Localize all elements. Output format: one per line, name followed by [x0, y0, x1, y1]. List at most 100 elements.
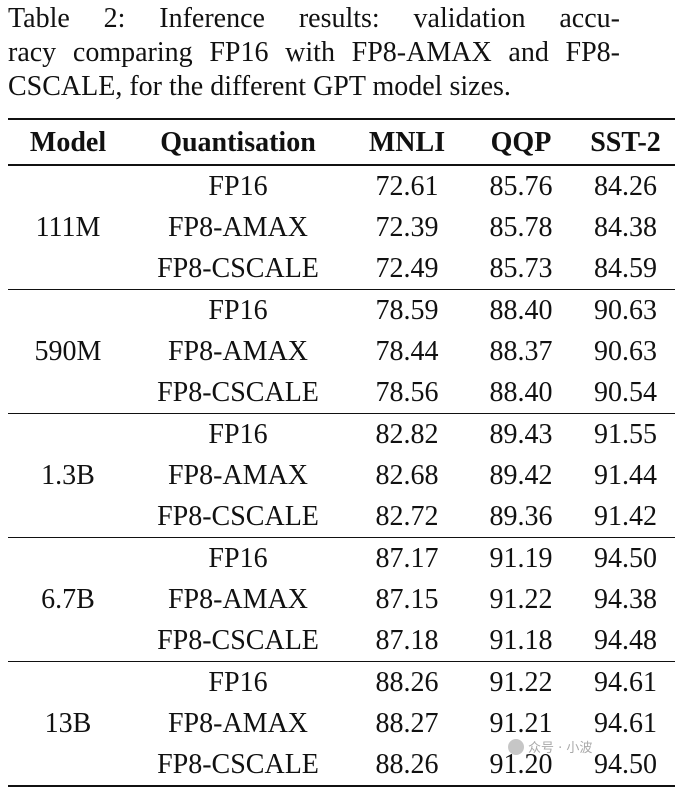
qqp-cell: 89.36 [489, 501, 553, 532]
table-row: 1.3B FP16 82.82 89.43 91.55 [8, 414, 675, 491]
sst2-cell: 90.54 [594, 377, 657, 408]
table-row: 13B FP16 88.26 91.22 94.61 [8, 662, 675, 739]
caption-line-3: CSCALE, for the different GPT model size… [8, 71, 511, 102]
sst2-cell: 91.42 [594, 501, 657, 532]
mnli-cell: 82.72 [375, 501, 439, 532]
table-row: 6.7B FP16 87.17 91.19 94.50 [8, 538, 675, 615]
quantisation-cell: FP16 [208, 171, 268, 202]
model-group: 13B FP16 88.26 91.22 94.61 FP8-AMAX 88.27 91.21… [8, 662, 675, 786]
sst2-cell: 84.26 [594, 171, 657, 202]
mnli-cell: 87.17 [375, 543, 439, 574]
mnli-cell: 78.59 [375, 295, 439, 326]
watermark-text: 众号 · 小波 [528, 741, 593, 756]
sst2-cell: 84.38 [594, 212, 657, 243]
quantisation-cell: FP8-AMAX [167, 584, 309, 615]
quantisation-cell: FP8-CSCALE [157, 749, 319, 780]
qqp-cell: 85.76 [489, 171, 553, 202]
sst2-cell: 94.61 [594, 667, 657, 698]
quantisation-cell: FP8-CSCALE [157, 377, 319, 408]
quantisation-cell: FP16 [208, 419, 268, 450]
model-cell: 590M [34, 336, 102, 367]
header-row: Model Quantisation MNLI QQP SST-2 [8, 119, 675, 165]
quantisation-cell: FP8-AMAX [167, 708, 309, 739]
header-mnli: MNLI [368, 126, 446, 158]
qqp-cell: 88.40 [489, 377, 553, 408]
sst2-cell: 94.50 [594, 749, 657, 780]
qqp-cell: 91.20 [489, 749, 553, 780]
table-caption: Table 2: Inference results: validation a… [8, 2, 620, 104]
mnli-cell: 72.39 [375, 212, 439, 243]
sst2-cell: 90.63 [594, 336, 657, 367]
qqp-cell: 91.22 [489, 667, 553, 698]
qqp-cell: 91.19 [489, 543, 553, 574]
qqp-cell: 85.73 [489, 253, 553, 284]
table-row: FP8-CSCALE 82.72 89.36 91.42 [8, 496, 675, 538]
quantisation-cell: FP8-CSCALE [157, 625, 319, 656]
header-model: Model [29, 126, 107, 158]
quantisation-cell: FP8-AMAX [167, 212, 309, 243]
model-group: 111M FP16 72.61 85.76 84.26 FP8-AMAX 72.39 85.7… [8, 165, 675, 290]
mnli-cell: 87.18 [375, 625, 439, 656]
quantisation-cell: FP16 [208, 295, 268, 326]
table-header: Model Quantisation MNLI QQP SST-2 [8, 119, 675, 165]
qqp-cell: 91.21 [489, 708, 553, 739]
caption-line-1: Table 2: Inference results: validation a… [8, 3, 620, 34]
sst2-cell: 94.61 [594, 708, 657, 739]
table-row: 590M FP16 78.59 88.40 90.63 [8, 290, 675, 367]
quantisation-cell: FP8-CSCALE [157, 501, 319, 532]
mnli-cell: 72.49 [375, 253, 439, 284]
mnli-cell: 87.15 [375, 584, 439, 615]
table-row: FP8-CSCALE 72.49 85.73 84.59 [8, 248, 675, 290]
mnli-cell: 82.68 [375, 460, 439, 491]
table-row: FP8-CSCALE 78.56 88.40 90.54 [8, 372, 675, 414]
watermark: 众号 · 小波 [508, 737, 592, 756]
header-qqp: QQP [490, 126, 552, 158]
mnli-cell: 72.61 [375, 171, 439, 202]
quantisation-cell: FP8-CSCALE [157, 253, 319, 284]
model-group: 1.3B FP16 82.82 89.43 91.55 FP8-AMAX 82.68 89.4… [8, 414, 675, 538]
sst2-cell: 94.50 [594, 543, 657, 574]
model-group: 6.7B FP16 87.17 91.19 94.50 FP8-AMAX 87.15 91.2… [8, 538, 675, 662]
sst2-cell: 91.44 [594, 460, 657, 491]
results-table: Model Quantisation MNLI QQP SST-2 111M FP… [8, 118, 675, 787]
table-row: FP8-AMAX 72.39 85.78 84.38 [8, 207, 675, 248]
table-row: FP8-AMAX 88.27 91.21 94.61 [8, 703, 675, 744]
qqp-cell: 85.78 [489, 212, 553, 243]
quantisation-cell: FP16 [208, 667, 268, 698]
sst2-cell: 94.48 [594, 625, 657, 656]
model-cell: 13B [44, 708, 92, 739]
mnli-cell: 88.26 [375, 667, 439, 698]
model-cell: 6.7B [41, 584, 95, 615]
header-quantisation: Quantisation [160, 126, 316, 158]
mnli-cell: 88.26 [375, 749, 439, 780]
table-row: 111M FP16 72.61 85.76 84.26 [8, 165, 675, 243]
caption-line-2: racy comparing FP16 with FP8-AMAX and FP… [8, 37, 620, 68]
table-row: FP8-CSCALE 88.26 91.20 94.50 [8, 744, 675, 786]
table-row: FP8-AMAX 78.44 88.37 90.63 [8, 331, 675, 372]
qqp-cell: 89.42 [489, 460, 553, 491]
mnli-cell: 78.56 [375, 377, 439, 408]
qqp-cell: 91.18 [489, 625, 553, 656]
sst2-cell: 91.55 [594, 419, 657, 450]
mnli-cell: 88.27 [375, 708, 439, 739]
qqp-cell: 89.43 [489, 419, 553, 450]
sst2-cell: 84.59 [594, 253, 657, 284]
qqp-cell: 91.22 [489, 584, 553, 615]
sst2-cell: 90.63 [594, 295, 657, 326]
mnli-cell: 82.82 [375, 419, 439, 450]
mnli-cell: 78.44 [375, 336, 439, 367]
qqp-cell: 88.37 [489, 336, 553, 367]
wechat-icon [508, 738, 524, 755]
header-sst2: SST-2 [590, 126, 661, 158]
model-group: 590M FP16 78.59 88.40 90.63 FP8-AMAX 78.44 88.3… [8, 290, 675, 414]
model-cell: 111M [35, 212, 101, 243]
qqp-cell: 88.40 [489, 295, 553, 326]
quantisation-cell: FP8-AMAX [167, 460, 309, 491]
table-row: FP8-CSCALE 87.18 91.18 94.48 [8, 620, 675, 662]
table-row: FP8-AMAX 82.68 89.42 91.44 [8, 455, 675, 496]
quantisation-cell: FP16 [208, 543, 268, 574]
table-row: FP8-AMAX 87.15 91.22 94.38 [8, 579, 675, 620]
sst2-cell: 94.38 [594, 584, 657, 615]
model-cell: 1.3B [41, 460, 95, 491]
quantisation-cell: FP8-AMAX [167, 336, 309, 367]
